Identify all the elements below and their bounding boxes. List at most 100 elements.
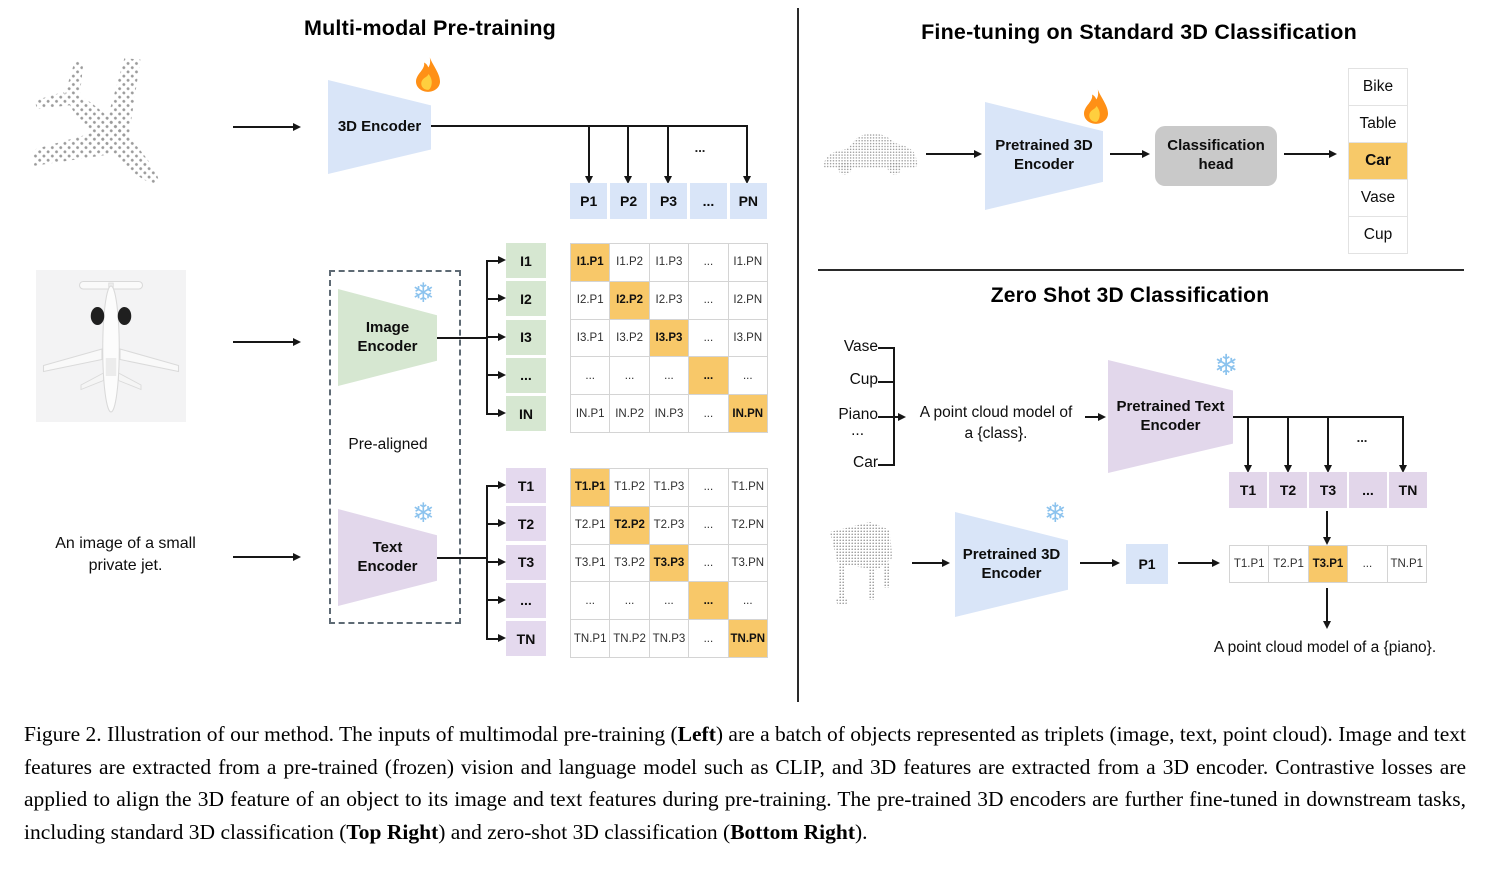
arrow-head-to-classes <box>1284 149 1337 158</box>
text-encoder-output-line <box>437 556 487 559</box>
caption-bold-text: Bottom Right <box>730 819 856 844</box>
arrow-classes-to-prompt <box>878 412 906 421</box>
matrix-cell-1-1: I2.P2 <box>610 281 650 320</box>
zs-t-feature-row: T1 T2 T3... TN <box>1229 472 1427 508</box>
cell-Cup: Cup <box>1348 216 1408 254</box>
cell-TN.P1: TN.P1 <box>1387 546 1427 583</box>
text-encoder-label-line2: Encoder <box>357 557 418 575</box>
matrix-cell-4-1: TN.P2 <box>610 620 650 658</box>
arrow-to-i3 <box>487 332 506 341</box>
matrix-cell-1-0: I2.P1 <box>571 281 611 320</box>
matrix-cell-0-4: I1.PN <box>728 244 768 282</box>
left-panel-title: Multi-modal Pre-training <box>303 16 557 40</box>
arrow-to-t1 <box>487 481 506 489</box>
arrow-to-pn <box>742 127 751 184</box>
cell-...: ... <box>1349 472 1387 508</box>
arrow-pointcloud-to-3d-encoder <box>233 122 301 131</box>
image-feature-labels: I1 I2 I3... IN <box>506 243 546 432</box>
matrix-cell-4-4: TN.PN <box>728 620 768 658</box>
cell-T2.P1: T2.P1 <box>1269 546 1309 583</box>
matrix-cell-4-2: IN.P3 <box>649 395 690 433</box>
airplane-point-cloud-image <box>32 58 159 185</box>
matrix-cell-0-4: T1.PN <box>728 469 768 507</box>
zs-class-ellipsis: ... <box>851 422 864 439</box>
matrix-cell-2-1: I3.P2 <box>610 319 650 358</box>
cell-T1: T1 <box>506 468 546 503</box>
pre-aligned-label: Pre-aligned <box>348 436 428 453</box>
matrix-cell-4-1: IN.P2 <box>610 395 650 433</box>
cell-T1.P1: T1.P1 <box>1230 546 1270 583</box>
arrow-to-i2 <box>487 294 506 303</box>
zs-prompt-line2: a {class}. <box>964 425 1028 442</box>
horizontal-divider <box>818 269 1464 271</box>
caption-text: ) are a batch of objects represented as … <box>24 722 1466 844</box>
cell-T1: T1 <box>1229 472 1267 508</box>
matrix-cell-3-2: ... <box>649 357 690 396</box>
car-point-cloud-image <box>823 133 918 175</box>
image-point-similarity-matrix: I1.P1 I1.P2 I1.P3... I1.PN I2.P1 I2.P2 I2.P3..… <box>570 243 768 433</box>
arrow-tp-row-to-result <box>1322 588 1331 629</box>
cell-I3: I3 <box>506 319 546 355</box>
matrix-cell-0-1: T1.P2 <box>610 469 650 507</box>
arrow-to-zs-t1 <box>1243 418 1252 473</box>
cell-Car: Car <box>1348 142 1408 180</box>
arrow-encoder-to-head <box>1110 149 1150 158</box>
fan-ellipsis: ... <box>694 140 706 155</box>
cell-...: ... <box>506 582 546 618</box>
zs-pretrained-3d-encoder-line2: Encoder <box>981 564 1042 582</box>
zs-fan-ellipsis: ... <box>1356 430 1368 445</box>
zs-prompt: A point cloud model of a {class}. <box>904 402 1088 444</box>
zs-prompt-line1: A point cloud model of <box>919 404 1073 421</box>
piano-point-cloud-image <box>830 522 892 605</box>
arrow-to-i1 <box>487 256 506 264</box>
cell-...: ... <box>506 357 546 393</box>
matrix-cell-0-0: I1.P1 <box>571 244 611 282</box>
cell-P3: P3 <box>649 183 688 219</box>
cell-PN: PN <box>729 183 768 219</box>
arrow-text-to-text-encoder <box>233 552 301 561</box>
snowflake-icon <box>1214 352 1238 381</box>
vertical-divider <box>797 8 799 702</box>
matrix-cell-3-4: ... <box>728 357 768 396</box>
arrow-to-in <box>487 409 506 417</box>
p1-feature-box: P1 <box>1126 544 1168 584</box>
matrix-cell-2-3: ... <box>689 544 729 583</box>
arrow-to-p2 <box>623 127 632 184</box>
classification-head-block: Classification head <box>1155 126 1277 186</box>
matrix-cell-4-3: ... <box>689 620 729 658</box>
matrix-cell-2-2: I3.P3 <box>649 319 690 358</box>
arrow-to-t-dots <box>487 595 506 604</box>
matrix-cell-0-2: I1.P3 <box>649 244 690 282</box>
top-right-panel-title: Fine-tuning on Standard 3D Classificatio… <box>921 20 1357 44</box>
arrow-to-zs-tn <box>1398 418 1407 473</box>
matrix-cell-0-0: T1.P1 <box>571 469 611 507</box>
matrix-cell-3-2: ... <box>649 582 690 621</box>
pretrained-text-encoder-line1: Pretrained Text <box>1116 397 1225 415</box>
zs-class-vase: Vase <box>843 338 878 355</box>
matrix-cell-2-4: T3.PN <box>728 544 768 583</box>
matrix-cell-3-0: ... <box>571 357 611 396</box>
zs-tick-car <box>878 464 894 466</box>
p-feature-row: P1 P2 P3... PN <box>570 183 768 219</box>
zs-pretrained-3d-encoder-line1: Pretrained 3D <box>962 545 1061 563</box>
matrix-cell-2-0: I3.P1 <box>571 319 611 358</box>
image-encoder-label-line1: Image <box>365 318 410 336</box>
classification-head-line1: Classification <box>1167 137 1265 155</box>
cell-...: ... <box>1348 546 1388 583</box>
pretrained-text-encoder-line2: Encoder <box>1140 416 1201 434</box>
matrix-cell-2-4: I3.PN <box>728 319 768 358</box>
classification-head-line2: head <box>1198 156 1234 173</box>
matrix-cell-0-2: T1.P3 <box>649 469 690 507</box>
matrix-cell-3-1: ... <box>610 582 650 621</box>
cell-Table: Table <box>1348 105 1408 143</box>
matrix-cell-1-2: I2.P3 <box>649 281 690 320</box>
arrow-to-zs-t3 <box>1323 418 1332 473</box>
matrix-cell-1-1: T2.P2 <box>610 506 650 545</box>
text-prompt-line1: An image of a small <box>55 535 196 552</box>
zs-class-car: Car <box>853 454 878 471</box>
matrix-cell-1-3: ... <box>689 281 729 320</box>
image-encoder-label-line2: Encoder <box>357 337 418 355</box>
bottom-right-panel-title: Zero Shot 3D Classification <box>990 284 1270 307</box>
arrow-to-t2 <box>487 519 506 528</box>
